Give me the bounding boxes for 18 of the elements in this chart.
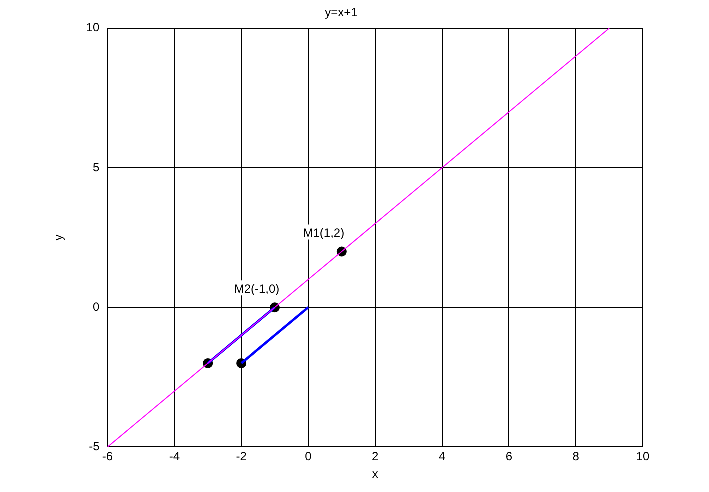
y-axis-title: y <box>52 234 66 241</box>
x-tick-label: 10 <box>636 450 650 464</box>
x-tick-label: 4 <box>438 450 446 464</box>
annotation: M1(1,2) <box>303 226 345 240</box>
x-tick-label: 8 <box>572 450 580 464</box>
x-tick-label: 6 <box>506 450 513 464</box>
y-tick-label: -5 <box>89 440 100 454</box>
y-tick-label: 0 <box>93 300 100 314</box>
annotation: M2(-1,0) <box>234 282 280 296</box>
x-tick-label: -4 <box>169 450 180 464</box>
x-tick-label: 0 <box>305 450 312 464</box>
x-tick-label: -6 <box>102 450 114 464</box>
x-tick-label: -2 <box>236 450 248 464</box>
x-axis-title: x <box>372 467 378 482</box>
x-tick-label: 2 <box>372 450 380 464</box>
y-tick-label: 5 <box>93 160 100 174</box>
y-tick-label: 10 <box>86 20 100 35</box>
chart-title: y=x+1 <box>325 6 358 20</box>
